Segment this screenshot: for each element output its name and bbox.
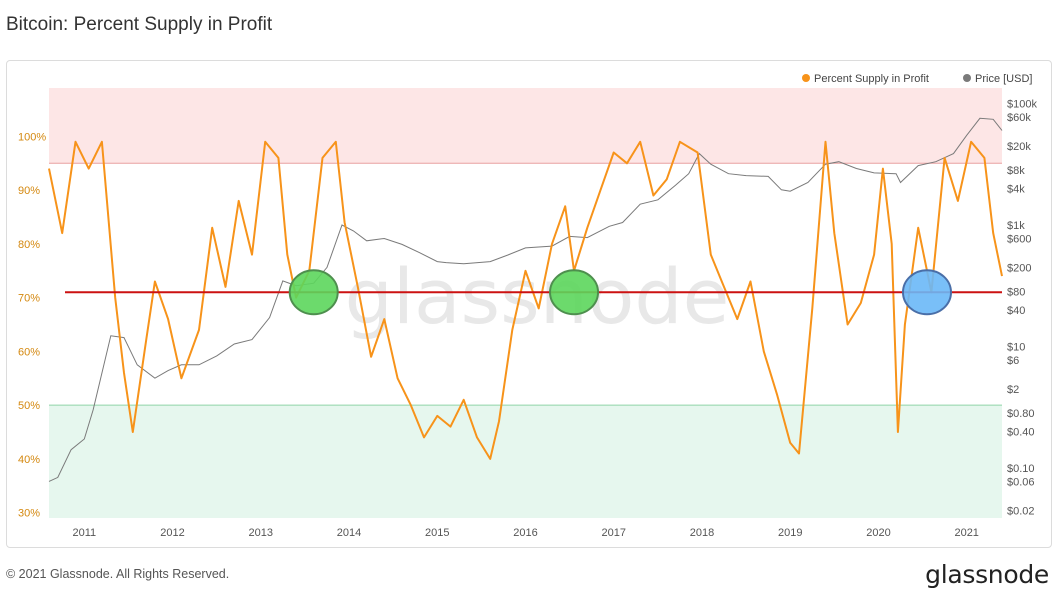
right-tick-label: $80	[1007, 287, 1025, 299]
x-axis-ticks: 2011 2012 2013 2014 2015 2016 2017 2018 2019 2020…	[72, 527, 978, 539]
x-tick-label: 2013	[249, 527, 273, 539]
chart-frame: glassnode 2011 2012 2013 2014 2015 2016 2017 20…	[6, 60, 1052, 548]
left-tick-label: 30%	[18, 508, 40, 520]
highlight-markers	[288, 269, 952, 316]
right-tick-label: $0.06	[1007, 476, 1035, 488]
x-tick-label: 2016	[513, 527, 537, 539]
right-tick-label: $0.80	[1007, 408, 1035, 420]
left-tick-label: 80%	[18, 239, 40, 251]
blue-marker-circle	[901, 269, 952, 316]
right-tick-label: $40	[1007, 305, 1025, 317]
right-tick-label: $1k	[1007, 220, 1025, 232]
copyright-text: © 2021 Glassnode. All Rights Reserved.	[6, 567, 230, 581]
right-axis-ticks: $0.02 $0.06$0.10 $0.40 $0.80 $2 $6 $10 $40 $80 $2…	[1007, 99, 1037, 518]
chart-svg: glassnode 2011 2012 2013 2014 2015 2016 2017 20…	[18, 73, 1037, 539]
right-tick-label: $8k	[1007, 165, 1025, 177]
left-tick-label: 60%	[18, 346, 40, 358]
x-tick-label: 2020	[866, 527, 890, 539]
legend: Percent Supply in Profit Price [USD]	[802, 73, 1032, 85]
lower-zone-band	[49, 405, 1002, 518]
green-marker-circle	[288, 269, 339, 316]
x-tick-label: 2015	[425, 527, 449, 539]
right-tick-label: $6	[1007, 355, 1019, 367]
left-tick-label: 90%	[18, 185, 40, 197]
right-tick-label: $0.02	[1007, 505, 1035, 517]
left-tick-label: 40%	[18, 454, 40, 466]
x-tick-label: 2014	[337, 527, 361, 539]
left-tick-label: 70%	[18, 293, 40, 305]
right-tick-label: $600	[1007, 233, 1031, 245]
right-tick-label: $0.10	[1007, 463, 1035, 475]
legend-label-supply[interactable]: Percent Supply in Profit	[814, 73, 929, 85]
right-tick-label: $4k	[1007, 183, 1025, 195]
x-tick-label: 2021	[954, 527, 978, 539]
page-title: Bitcoin: Percent Supply in Profit	[6, 14, 273, 35]
left-axis-ticks: 30% 40% 50% 60% 70% 80% 90% 100%	[18, 131, 46, 519]
legend-label-price[interactable]: Price [USD]	[975, 73, 1032, 85]
right-tick-label: $60k	[1007, 112, 1031, 124]
right-tick-label: $200	[1007, 262, 1031, 274]
green-marker-circle	[549, 269, 600, 316]
right-tick-label: $20k	[1007, 141, 1031, 153]
price-series-line	[48, 117, 1003, 482]
legend-swatch-price	[963, 74, 971, 82]
supply-series-line	[48, 140, 1003, 460]
upper-zone-band	[49, 88, 1002, 164]
left-tick-label: 100%	[18, 131, 46, 143]
x-tick-label: 2017	[601, 527, 625, 539]
left-tick-label: 50%	[18, 400, 40, 412]
right-tick-label: $100k	[1007, 99, 1037, 111]
glassnode-logo[interactable]: glassnode	[925, 560, 1049, 589]
watermark-text: glassnode	[345, 252, 730, 341]
x-tick-label: 2019	[778, 527, 802, 539]
right-tick-label: $0.40	[1007, 426, 1035, 438]
threshold-zones	[49, 88, 1002, 518]
legend-swatch-supply	[802, 74, 810, 82]
right-tick-label: $2	[1007, 384, 1019, 396]
x-tick-label: 2012	[160, 527, 184, 539]
right-tick-label: $10	[1007, 341, 1025, 353]
x-tick-label: 2011	[72, 527, 96, 539]
x-tick-label: 2018	[690, 527, 714, 539]
